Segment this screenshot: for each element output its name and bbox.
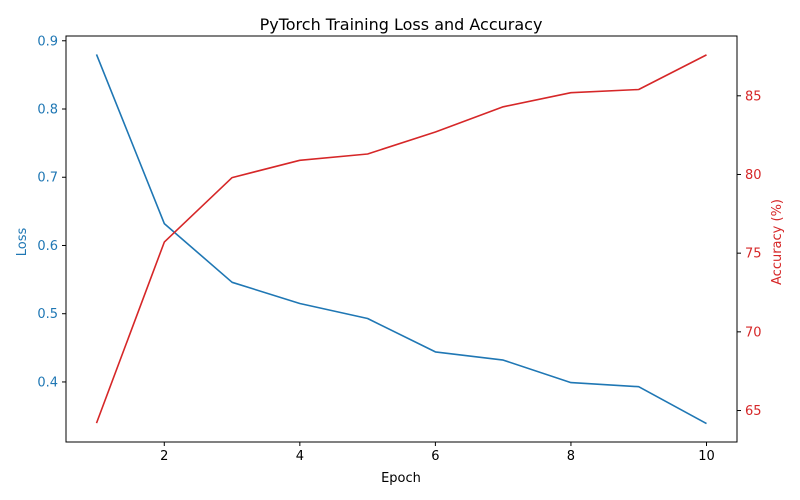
plot-frame xyxy=(65,35,738,443)
y-axis-left-label: Loss xyxy=(15,228,30,257)
y-right-tick-label: 75 xyxy=(745,247,762,262)
y-left-tick-label: 0.7 xyxy=(37,171,58,186)
y-left-tick-label: 0.5 xyxy=(37,307,58,322)
y-right-tick-label: 80 xyxy=(745,168,762,183)
x-axis: 2 4 6 8 10 xyxy=(160,442,715,464)
x-tick-label: 10 xyxy=(698,449,715,464)
x-tick-label: 2 xyxy=(160,449,168,464)
y-right-tick-label: 65 xyxy=(745,404,762,419)
x-tick-label: 6 xyxy=(431,449,439,464)
x-tick-label: 8 xyxy=(567,449,575,464)
series-layer xyxy=(95,54,707,425)
y-axis-left: 0.4 0.5 0.6 0.7 0.8 0.9 xyxy=(37,34,66,390)
y-left-tick-label: 0.4 xyxy=(37,375,58,390)
chart-title: PyTorch Training Loss and Accuracy xyxy=(260,15,543,34)
y-left-tick-label: 0.9 xyxy=(37,34,58,49)
accuracy-line xyxy=(95,54,707,424)
y-right-tick-label: 70 xyxy=(745,325,762,340)
y-axis-right: 65 70 75 80 85 xyxy=(737,89,762,419)
x-axis-label: Epoch xyxy=(381,471,421,486)
y-left-tick-label: 0.8 xyxy=(37,103,58,118)
x-tick-label: 4 xyxy=(296,449,304,464)
y-left-tick-label: 0.6 xyxy=(37,239,58,254)
y-right-tick-label: 85 xyxy=(745,89,762,104)
y-axis-right-label: Accuracy (%) xyxy=(770,199,785,285)
plot-area-border xyxy=(65,35,738,443)
loss-line xyxy=(95,54,707,425)
